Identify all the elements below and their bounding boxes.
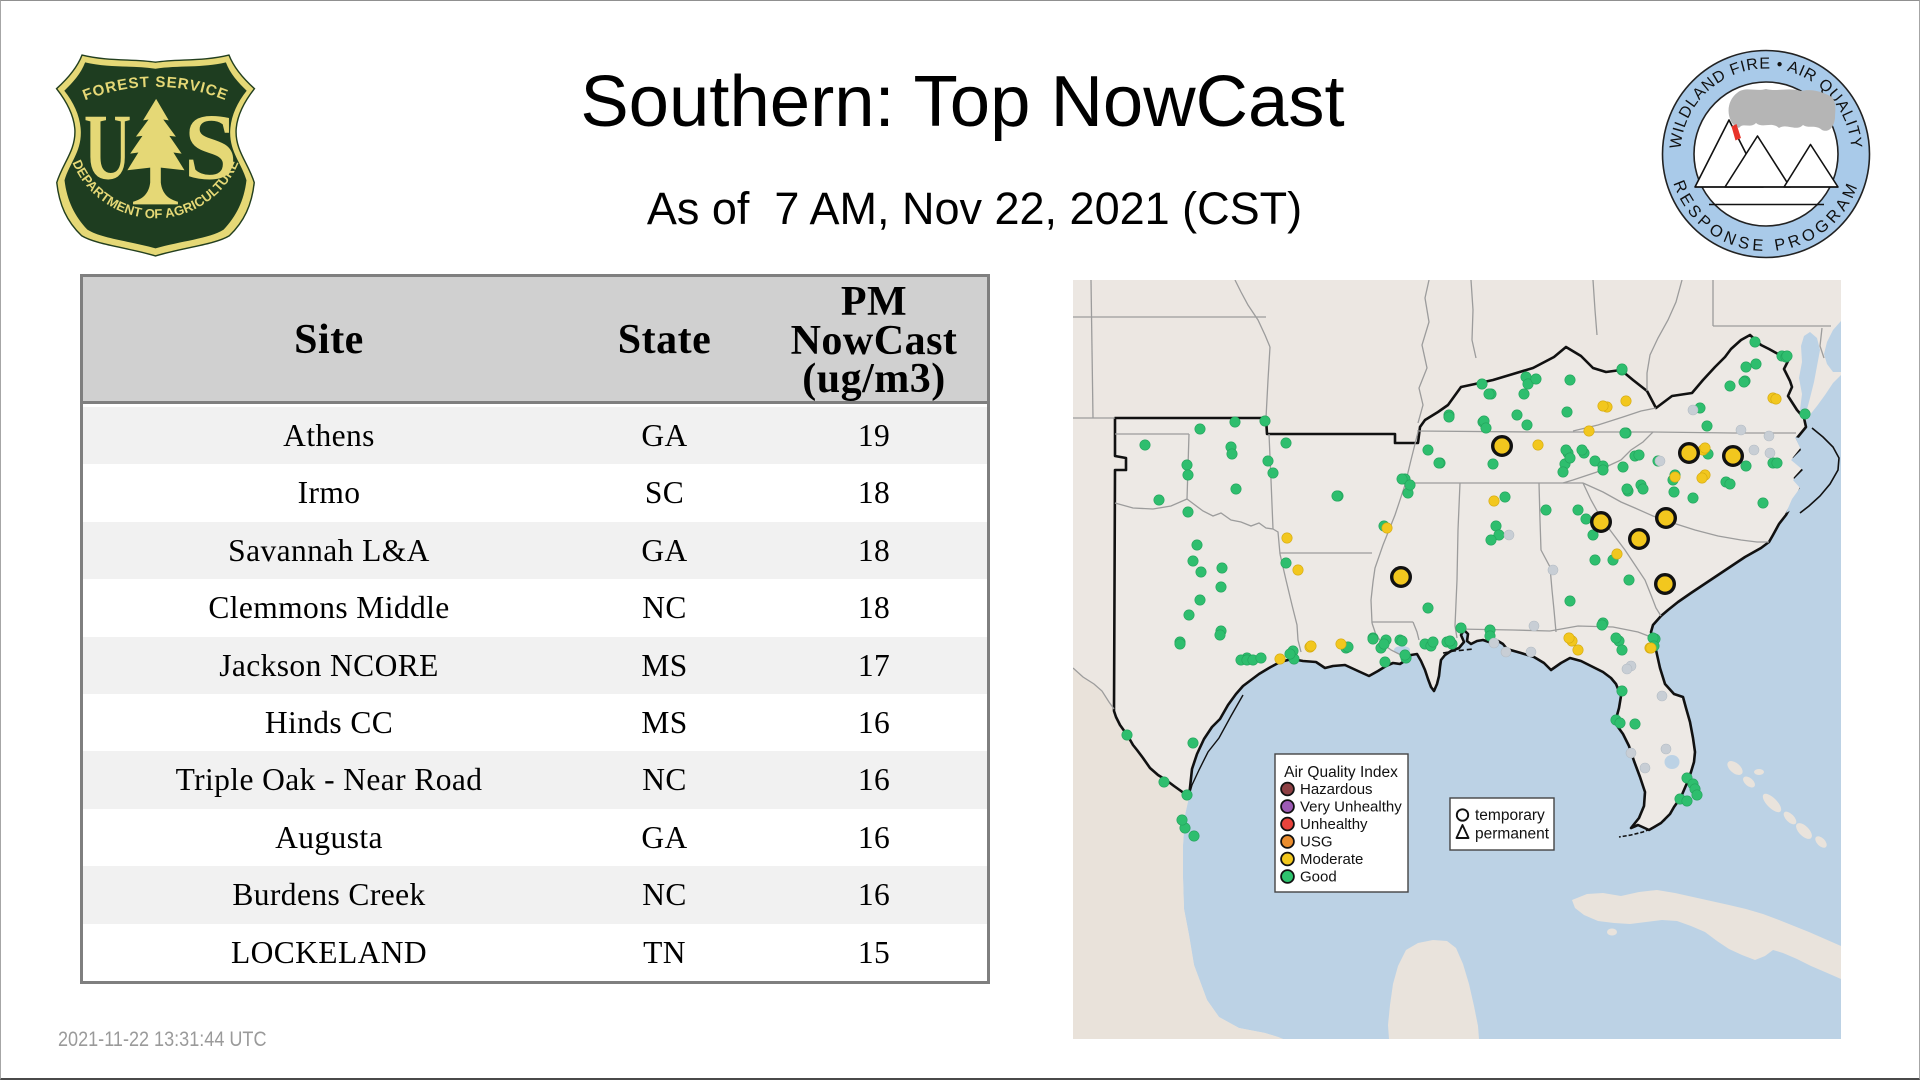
svg-text:permanent: permanent: [1475, 826, 1550, 843]
svg-text:Hazardous: Hazardous: [1300, 781, 1373, 798]
svg-text:USG: USG: [1300, 834, 1333, 851]
svg-text:Good: Good: [1300, 869, 1337, 886]
svg-text:Very Unhealthy: Very Unhealthy: [1300, 799, 1402, 816]
svg-text:Unhealthy: Unhealthy: [1300, 816, 1368, 833]
svg-text:S: S: [184, 95, 237, 199]
svg-text:Moderate: Moderate: [1300, 851, 1363, 868]
svg-text:U: U: [84, 95, 131, 199]
svg-text:temporary: temporary: [1475, 807, 1545, 824]
svg-text:Air Quality Index: Air Quality Index: [1284, 764, 1398, 781]
